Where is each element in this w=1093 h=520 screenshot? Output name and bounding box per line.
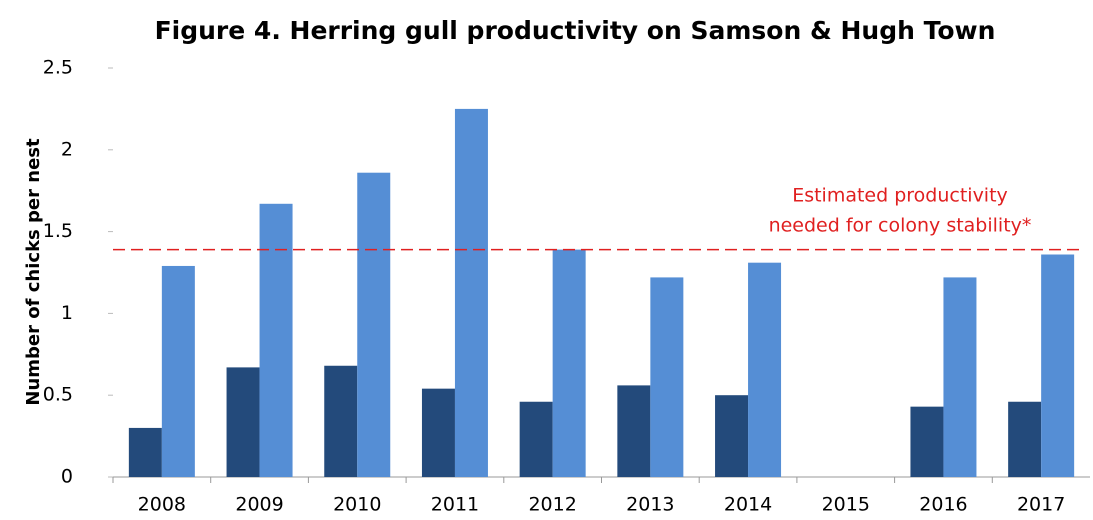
chart-title: Figure 4. Herring gull productivity on S…: [154, 16, 996, 45]
bar: [226, 367, 260, 477]
y-axis-label: Number of chicks per nest: [23, 138, 44, 406]
x-tick-label: 2011: [431, 494, 479, 516]
y-tick-label: 0.5: [43, 384, 73, 406]
bar: [748, 262, 782, 477]
bar: [943, 277, 977, 477]
y-tick-label: 1.5: [43, 220, 73, 242]
bar: [1008, 401, 1042, 477]
y-tick-label: 2: [61, 138, 73, 160]
bar: [650, 277, 684, 477]
bar: [715, 395, 749, 477]
bar: [552, 249, 586, 477]
reference-annotation: needed for colony stability*: [769, 215, 1032, 237]
bar: [357, 172, 391, 478]
x-tick-label: 2017: [1017, 494, 1065, 516]
x-tick-label: 2014: [724, 494, 772, 516]
x-tick-label: 2013: [626, 494, 674, 516]
bar: [519, 401, 553, 477]
y-tick-label: 1: [61, 302, 73, 324]
bar: [1041, 254, 1075, 477]
y-tick-label: 2.5: [43, 57, 73, 79]
bar: [128, 427, 162, 477]
reference-annotation: Estimated productivity: [792, 185, 1008, 207]
bar: [161, 265, 195, 477]
bar: [617, 385, 651, 477]
bar: [259, 203, 293, 477]
x-tick-label: 2008: [138, 494, 186, 516]
x-tick-label: 2009: [235, 494, 283, 516]
y-tick-label: 0: [61, 466, 73, 488]
bar: [421, 388, 455, 477]
x-tick-label: 2010: [333, 494, 381, 516]
x-tick-label: 2015: [822, 494, 870, 516]
x-tick-label: 2016: [919, 494, 967, 516]
bar: [324, 365, 358, 477]
x-tick-label: 2012: [528, 494, 576, 516]
bar: [454, 108, 488, 478]
bar: [910, 406, 944, 477]
